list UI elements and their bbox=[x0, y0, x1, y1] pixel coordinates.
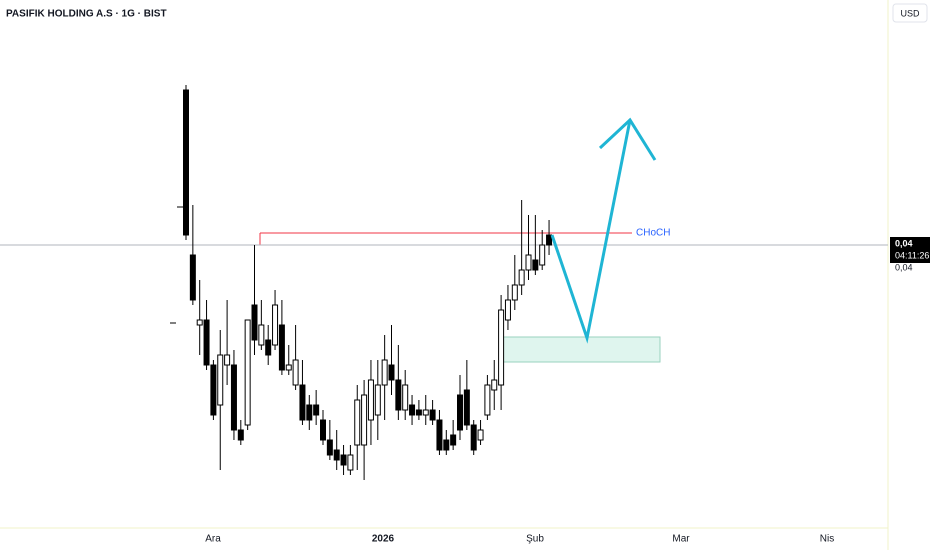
candle-body bbox=[333, 449, 340, 461]
candle-body bbox=[306, 404, 313, 421]
candle-body bbox=[340, 454, 347, 466]
candle-body bbox=[511, 284, 518, 301]
candle-body bbox=[367, 379, 374, 421]
candle-body bbox=[422, 409, 429, 416]
x-tick-label: 2026 bbox=[372, 534, 395, 545]
projection-arrow bbox=[550, 119, 632, 344]
candle-body bbox=[196, 319, 203, 326]
candle-body bbox=[374, 384, 381, 416]
x-tick-label: Nis bbox=[820, 534, 834, 545]
candle-body bbox=[402, 384, 409, 411]
candle-body bbox=[361, 394, 368, 446]
candle-body bbox=[244, 319, 251, 426]
candle-body bbox=[381, 359, 388, 386]
candle-body bbox=[183, 89, 189, 236]
candle-body bbox=[498, 309, 505, 386]
candle-body bbox=[457, 394, 463, 431]
last-price-box bbox=[890, 237, 930, 263]
candle-body bbox=[285, 364, 292, 371]
candle-body bbox=[484, 384, 491, 416]
candle-body bbox=[217, 354, 224, 406]
candle-body bbox=[525, 254, 532, 271]
candle-body bbox=[354, 399, 361, 446]
candle-body bbox=[292, 359, 299, 386]
candle-body bbox=[429, 409, 436, 421]
x-tick-label: Ara bbox=[205, 534, 221, 545]
candle-body bbox=[518, 269, 525, 286]
candle-body bbox=[409, 404, 416, 416]
candle-body bbox=[313, 404, 320, 416]
candle-body bbox=[237, 429, 244, 441]
candle-body bbox=[436, 419, 443, 451]
candle-body bbox=[546, 234, 553, 246]
candle-body bbox=[278, 324, 285, 371]
candle-body bbox=[326, 439, 333, 456]
arrow-head bbox=[598, 117, 657, 161]
choch-label: CHoCH bbox=[636, 228, 670, 239]
currency-button[interactable] bbox=[892, 3, 928, 23]
candle-body bbox=[450, 434, 457, 446]
x-tick-label: Şub bbox=[526, 534, 544, 545]
candle-body bbox=[203, 319, 210, 366]
candle-body bbox=[299, 384, 306, 421]
candle-body bbox=[265, 339, 272, 356]
candle-body bbox=[347, 454, 354, 471]
candle-body bbox=[272, 304, 279, 346]
chart-title: PASIFIK HOLDING A.S · 1G · BIST bbox=[6, 9, 167, 20]
candles bbox=[0, 85, 888, 480]
candle-body bbox=[532, 259, 539, 271]
time-axis: Ara 2026 Şub Mar Nis bbox=[205, 534, 834, 545]
last-price: 0,04 bbox=[895, 238, 913, 248]
candle-body bbox=[210, 364, 217, 416]
candle-body bbox=[189, 254, 196, 301]
candle-body bbox=[230, 364, 237, 431]
candle-body bbox=[470, 424, 477, 451]
demand-zone bbox=[499, 336, 661, 363]
candle-body bbox=[415, 409, 422, 416]
candle-body bbox=[395, 379, 402, 411]
countdown: 04:11:26 bbox=[895, 250, 929, 260]
candle-body bbox=[443, 439, 450, 451]
currency[interactable]: USD bbox=[900, 8, 920, 18]
candle-body bbox=[539, 244, 546, 266]
x-tick-label: Mar bbox=[672, 534, 690, 545]
price-label: 0,04 bbox=[895, 262, 913, 272]
candle-body bbox=[477, 429, 484, 441]
candle-body bbox=[224, 354, 231, 366]
candle-body bbox=[258, 324, 265, 346]
candle-body bbox=[463, 389, 470, 426]
candle-body bbox=[491, 379, 498, 391]
candle-body bbox=[388, 364, 395, 381]
candle-body bbox=[251, 304, 258, 341]
candle-body bbox=[504, 299, 511, 321]
candle-body bbox=[320, 419, 326, 441]
